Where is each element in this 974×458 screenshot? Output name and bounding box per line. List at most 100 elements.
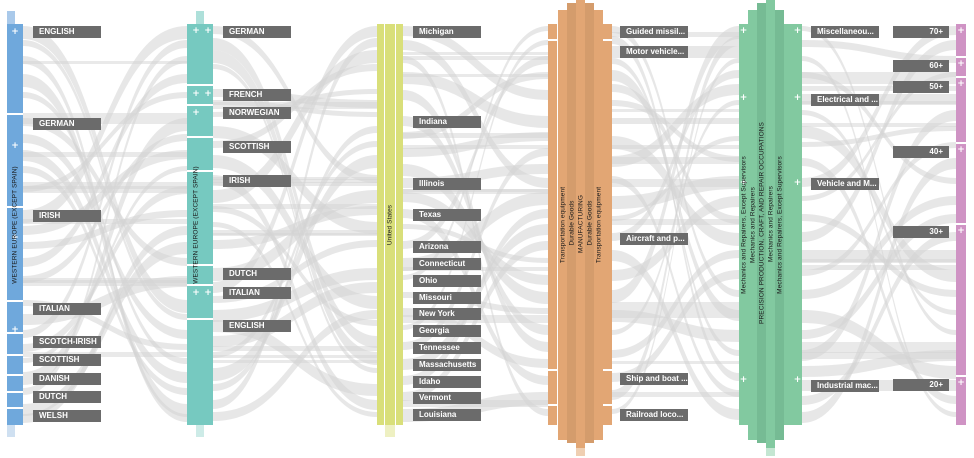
expand-icon[interactable]: +	[793, 93, 802, 103]
node-massachusetts[interactable]: Massachusetts	[413, 359, 481, 371]
ancestry-region-bar[interactable]: + + + + WESTERN EUROPE (EXCEPT SPAIN)	[7, 24, 23, 425]
flow-ribbon	[403, 26, 548, 100]
flow-ribbon	[802, 26, 956, 335]
node-indiana[interactable]: Indiana	[413, 116, 481, 128]
node-electrical[interactable]: Electrical and ...	[811, 94, 879, 106]
node-railroad[interactable]: Railroad loco...	[620, 409, 688, 421]
expand-icon[interactable]: +	[957, 145, 965, 155]
expand-icon[interactable]: +	[793, 375, 802, 385]
industry-bar-1[interactable]: Transportation equipment	[558, 10, 567, 440]
expand-icon[interactable]: +	[739, 375, 748, 385]
node-scottish-2[interactable]: SCOTTISH	[223, 141, 291, 153]
dimension-label: United States	[386, 204, 394, 245]
node-missouri[interactable]: Missouri	[413, 292, 481, 304]
expand-icon[interactable]: +	[957, 79, 965, 89]
flow-ribbon	[403, 74, 548, 77]
expand-icon[interactable]: +	[192, 288, 200, 298]
node-connecticut[interactable]: Connecticut	[413, 258, 481, 270]
industry-bar-5[interactable]: Transportation equipment	[594, 10, 603, 440]
node-german-2[interactable]: GERMAN	[223, 26, 291, 38]
node-georgia[interactable]: Georgia	[413, 325, 481, 337]
node-english[interactable]: ENGLISH	[33, 26, 101, 38]
node-ohio[interactable]: Ohio	[413, 275, 481, 287]
expand-icon[interactable]: +	[739, 26, 748, 36]
occupation-bar-2[interactable]: Mechanics and Repairers	[748, 10, 757, 440]
node-illinois[interactable]: Illinois	[413, 178, 481, 190]
node-new-york[interactable]: New York	[413, 308, 481, 320]
expand-icon[interactable]: +	[204, 89, 212, 99]
node-age-70[interactable]: 70+	[893, 26, 949, 38]
expand-icon[interactable]: +	[204, 26, 212, 36]
expand-icon[interactable]: +	[957, 59, 965, 69]
node-scotch-irish[interactable]: SCOTCH-IRISH	[33, 336, 101, 348]
node-german[interactable]: GERMAN	[33, 118, 101, 130]
expand-icon[interactable]: +	[739, 178, 748, 188]
node-scottish[interactable]: SCOTTISH	[33, 354, 101, 366]
occupation-bar-5[interactable]: Mechanics and Repairers, Except Supervis…	[775, 10, 784, 440]
industry-bar-3[interactable]: MANUFACTURING	[576, 0, 585, 448]
node-texas[interactable]: Texas	[413, 209, 481, 221]
node-french[interactable]: FRENCH	[223, 89, 291, 101]
node-vehicle[interactable]: Vehicle and M...	[811, 178, 879, 190]
flow-ribbon	[23, 134, 187, 283]
expand-icon[interactable]: +	[11, 325, 19, 335]
flow-ribbon	[802, 349, 956, 353]
expand-icon[interactable]: +	[192, 26, 200, 36]
node-irish-2[interactable]: IRISH	[223, 175, 291, 187]
node-arizona[interactable]: Arizona	[413, 241, 481, 253]
expand-icon[interactable]: +	[11, 233, 19, 243]
dimension-label: Mechanics and Repairers, Except Supervis…	[740, 155, 747, 294]
node-welsh[interactable]: WELSH	[33, 410, 101, 422]
node-miscellaneous[interactable]: Miscellaneou...	[811, 26, 879, 38]
expand-icon[interactable]: +	[11, 27, 19, 37]
node-louisiana[interactable]: Louisiana	[413, 409, 481, 421]
node-age-30[interactable]: 30+	[893, 226, 949, 238]
birthplace-bar[interactable]: United States	[385, 24, 395, 425]
expand-icon[interactable]: +	[739, 93, 748, 103]
node-age-40[interactable]: 40+	[893, 146, 949, 158]
occupation-bar-1[interactable]: + + + + Mechanics and Repairers, Except …	[739, 24, 748, 425]
node-danish[interactable]: DANISH	[33, 373, 101, 385]
node-irish[interactable]: IRISH	[33, 210, 101, 222]
expand-icon[interactable]: +	[957, 378, 965, 388]
node-italian[interactable]: ITALIAN	[33, 303, 101, 315]
flow-ribbon	[23, 118, 187, 385]
age-bar[interactable]: + + + + + +	[956, 24, 966, 425]
expand-icon[interactable]: +	[957, 226, 965, 236]
node-idaho[interactable]: Idaho	[413, 376, 481, 388]
node-italian-2[interactable]: ITALIAN	[223, 287, 291, 299]
expand-icon[interactable]: +	[11, 141, 19, 151]
node-motor-vehicles[interactable]: Motor vehicle...	[620, 46, 688, 58]
expand-icon[interactable]: +	[192, 89, 200, 99]
flow-ribbon	[213, 230, 377, 235]
industry-bar-4[interactable]: Durable Goods	[585, 3, 594, 443]
node-tennessee[interactable]: Tennessee	[413, 342, 481, 354]
flow-ribbon	[403, 72, 548, 128]
flow-ribbon	[23, 186, 187, 193]
node-norwegian[interactable]: NORWEGIAN	[223, 107, 291, 119]
node-guided-missiles[interactable]: Guided missil...	[620, 26, 688, 38]
node-age-50[interactable]: 50+	[893, 81, 949, 93]
node-aircraft[interactable]: Aircraft and p...	[620, 233, 688, 245]
node-age-20[interactable]: 20+	[893, 379, 949, 391]
node-english-2[interactable]: ENGLISH	[223, 320, 291, 332]
node-michigan[interactable]: Michigan	[413, 26, 481, 38]
flow-ribbon	[23, 118, 187, 124]
expand-icon[interactable]: +	[957, 26, 965, 36]
flow-ribbon	[802, 40, 956, 63]
industry-bar-2[interactable]: Durable Goods	[567, 3, 576, 443]
expand-icon[interactable]: +	[793, 26, 802, 36]
expand-icon[interactable]: +	[192, 108, 200, 118]
node-age-60[interactable]: 60+	[893, 60, 949, 72]
node-vermont[interactable]: Vermont	[413, 392, 481, 404]
node-dutch-2[interactable]: DUTCH	[223, 268, 291, 280]
node-ship-and-boat[interactable]: Ship and boat ...	[620, 373, 688, 385]
node-dutch[interactable]: DUTCH	[33, 391, 101, 403]
occupation-bar-3[interactable]: PRECISION PRODUCTION, CRAFT, AND REPAIR …	[757, 3, 766, 443]
ancestry-region-2-bar[interactable]: + + + + WESTERN EUROPE (EXCEPT SPAIN)	[187, 24, 205, 425]
expand-icon[interactable]: +	[793, 178, 802, 188]
expand-icon[interactable]: +	[204, 288, 212, 298]
node-industrial[interactable]: Industrial mac...	[811, 380, 879, 392]
occupation-bar-4[interactable]: Mechanics and Repairers	[766, 0, 775, 448]
flow-ribbon	[802, 110, 956, 315]
